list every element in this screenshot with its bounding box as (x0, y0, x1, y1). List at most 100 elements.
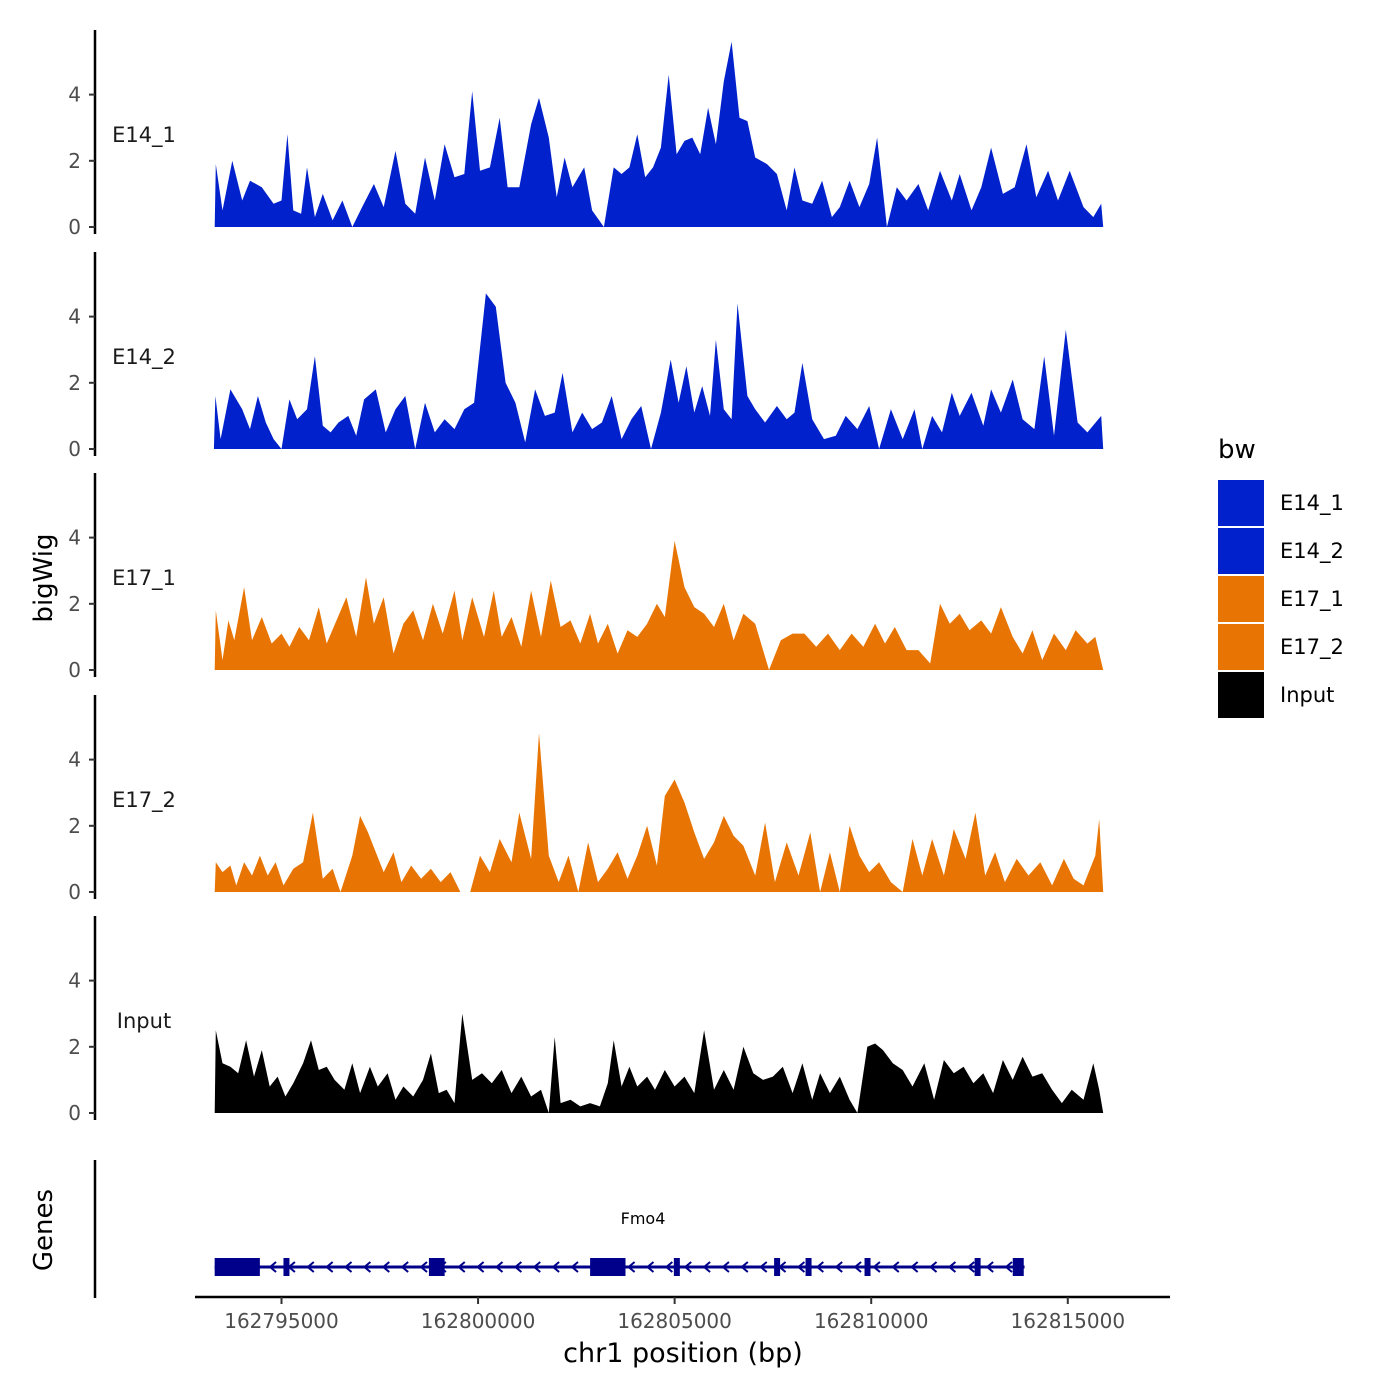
y-tick-label: 4 (68, 748, 81, 772)
strand-arrow (796, 1261, 806, 1273)
panel-e17-1: 0 2 4 E17_1 (68, 473, 1104, 682)
legend: bw E14_1 E14_2 E17_1 E17_2 Input (1218, 435, 1344, 718)
y-tick-label: 4 (68, 305, 81, 329)
panel-e17-2: 0 2 4 E17_2 (68, 695, 1104, 904)
y-tick-label: 2 (68, 592, 81, 616)
strand-arrow (570, 1261, 579, 1273)
track-label: Input (117, 1009, 171, 1033)
signal-area-e14-2 (213, 293, 1104, 449)
strand-arrow (683, 1261, 692, 1273)
legend-swatch (1218, 576, 1264, 622)
strand-arrow (268, 1261, 277, 1273)
strand-arrow (853, 1261, 862, 1273)
legend-label: E14_1 (1280, 491, 1344, 516)
strand-arrow (872, 1261, 881, 1273)
strand-arrow (400, 1261, 409, 1273)
exon-block (1012, 1258, 1024, 1276)
y-tick-label: 2 (68, 149, 81, 173)
exon-block (774, 1258, 781, 1276)
strand-arrow (910, 1261, 919, 1273)
legend-label: E14_2 (1280, 539, 1344, 564)
exon-block (673, 1258, 680, 1276)
strand-arrow (928, 1261, 938, 1273)
y-tick-label: 4 (68, 969, 81, 993)
track-label: E14_2 (112, 345, 176, 370)
legend-swatch (1218, 480, 1264, 526)
strand-arrow (815, 1261, 824, 1273)
strand-arrow (513, 1261, 523, 1273)
exon-block (974, 1258, 981, 1276)
exon-block (590, 1258, 626, 1276)
strand-arrow (985, 1261, 994, 1273)
legend-title: bw (1218, 435, 1256, 465)
strand-arrow (476, 1261, 485, 1273)
x-tick-label: 162805000 (617, 1309, 732, 1333)
signal-area-e17-2 (214, 733, 1104, 892)
signal-panels: 0 2 4 E14_1 0 2 4 E14_2 0 2 4 E17_1 0 2 4 E17_2 0 2 4 Input (68, 30, 1104, 1125)
panel-input: 0 2 4 Input (68, 916, 1104, 1125)
strand-arrow (759, 1261, 768, 1273)
exon-block (283, 1258, 290, 1276)
strand-arrow (457, 1261, 466, 1273)
strand-arrow (966, 1261, 975, 1273)
gene-label: Fmo4 (621, 1209, 666, 1228)
gene-track-title: Genes (29, 1189, 59, 1271)
x-tick-label: 162810000 (814, 1309, 929, 1333)
x-tick-label: 162795000 (224, 1309, 339, 1333)
strand-arrow (381, 1261, 390, 1273)
panel-e14-2: 0 2 4 E14_2 (68, 252, 1104, 461)
legend-swatch (1218, 624, 1264, 670)
legend-label: E17_2 (1280, 635, 1344, 660)
signal-area-e14-1 (214, 41, 1104, 227)
strand-arrow (1004, 1261, 1013, 1273)
x-axis: 162795000 162800000 162805000 162810000 1628… (195, 1295, 1170, 1333)
strand-arrow (721, 1261, 730, 1273)
strand-arrow (645, 1261, 655, 1273)
y-tick-label: 4 (68, 83, 81, 107)
exon-block (428, 1258, 445, 1276)
y-tick-label: 2 (68, 1035, 81, 1059)
y-tick-label: 0 (68, 1101, 81, 1125)
legend-label: Input (1280, 683, 1334, 707)
strand-arrow (891, 1261, 900, 1273)
strand-arrow (627, 1261, 636, 1273)
strand-arrow (947, 1261, 957, 1273)
exon-block (864, 1258, 871, 1276)
track-label: E17_2 (112, 788, 176, 813)
y-tick-label: 2 (68, 814, 81, 838)
x-tick-label: 162800000 (421, 1309, 536, 1333)
signal-area-e17-1 (214, 540, 1104, 670)
x-axis-title: chr1 position (bp) (563, 1338, 803, 1369)
y-tick-label: 4 (68, 526, 81, 550)
legend-swatch (1218, 528, 1264, 574)
signal-area-input (214, 1013, 1104, 1113)
y-tick-label: 0 (68, 658, 81, 682)
strand-arrow (740, 1261, 749, 1273)
track-label: E17_1 (112, 566, 176, 591)
y-tick-label: 0 (68, 215, 81, 239)
strand-arrow (419, 1261, 428, 1273)
y-axis-title: bigWig (29, 533, 59, 622)
track-label: E14_1 (112, 123, 176, 148)
strand-arrow (325, 1261, 334, 1273)
strand-arrow (362, 1261, 372, 1273)
legend-label: E17_1 (1280, 587, 1344, 612)
legend-swatch (1218, 672, 1264, 718)
strand-arrow (494, 1261, 504, 1273)
y-tick-label: 2 (68, 371, 81, 395)
strand-arrow (664, 1261, 673, 1273)
y-tick-label: 0 (68, 437, 81, 461)
strand-arrow (702, 1261, 711, 1273)
exon-block (805, 1258, 812, 1276)
panel-e14-1: 0 2 4 E14_1 (68, 30, 1104, 239)
x-tick-label: 162815000 (1011, 1309, 1126, 1333)
strand-arrow (532, 1261, 541, 1273)
strand-arrow (343, 1261, 353, 1273)
strand-arrow (306, 1261, 315, 1273)
strand-arrow (551, 1261, 560, 1273)
strand-arrow (834, 1261, 843, 1273)
y-tick-label: 0 (68, 880, 81, 904)
gene-track: Fmo4 (93, 1160, 1025, 1298)
exon-block (214, 1258, 260, 1276)
